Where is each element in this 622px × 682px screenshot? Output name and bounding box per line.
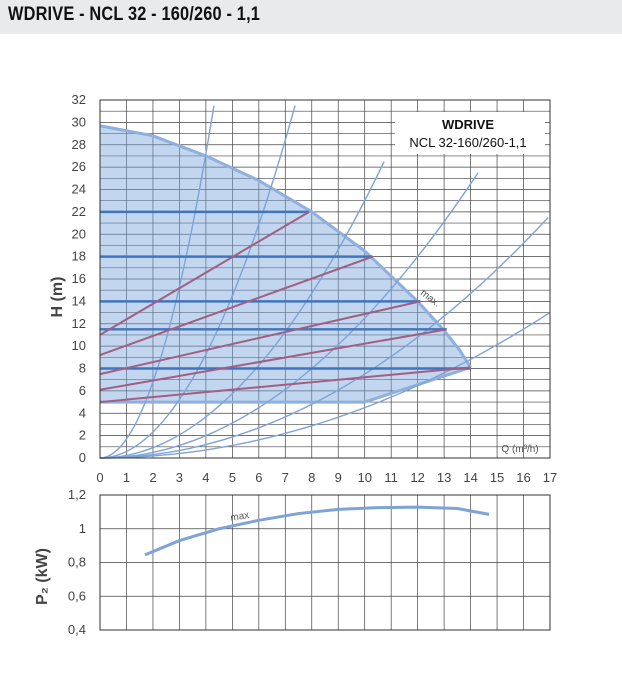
power-chart: max 0,4 0,6 0,8 1 1,2 P₂ (kW) — [34, 487, 551, 637]
x-tick-label: 1 — [123, 470, 130, 485]
y-tick-label: 24 — [72, 182, 86, 197]
x-tick-label: 9 — [335, 470, 342, 485]
y-tick-label: 26 — [72, 159, 86, 174]
power-y-axis-label: P₂ (kW) — [34, 548, 51, 605]
y-tick-label: 2 — [79, 428, 86, 443]
y-tick-label: 30 — [72, 114, 86, 129]
max-performance-curve — [99, 124, 472, 369]
header-bar: WDRIVE - NCL 32 - 160/260 - 1,1 — [0, 0, 622, 34]
head-chart: 0 1 2 3 4 5 6 7 8 9 10 11 12 13 14 15 16 1702468101214161… — [49, 92, 557, 485]
proportional-pressure-line — [99, 328, 447, 391]
model-label-background — [395, 112, 545, 154]
model-label-line-2: NCL 32-160/260-1,1 — [409, 135, 526, 150]
x-tick-label: 6 — [255, 470, 262, 485]
proportional-pressure-line — [99, 255, 373, 357]
y-tick-label: 0,6 — [68, 588, 86, 603]
x-tick-label: 5 — [229, 470, 236, 485]
x-tick-label: 14 — [463, 470, 477, 485]
y-tick-label: 8 — [79, 361, 86, 376]
system-curve — [99, 105, 215, 459]
x-tick-label: 16 — [516, 470, 530, 485]
plot-frame — [99, 99, 551, 459]
min-performance-boundary — [100, 365, 472, 404]
page-title: WDRIVE - NCL 32 - 160/260 - 1,1 — [8, 4, 261, 25]
x-tick-label: 17 — [543, 470, 557, 485]
y-tick-label: 0,4 — [68, 622, 86, 637]
x-tick-label: 10 — [357, 470, 371, 485]
proportional-pressure-line — [99, 211, 310, 336]
x-tick-label: 7 — [282, 470, 289, 485]
model-label-line-1: WDRIVE — [442, 117, 494, 132]
x-tick-label: 4 — [202, 470, 209, 485]
system-curve — [99, 161, 385, 459]
x-tick-label: 15 — [490, 470, 504, 485]
x-tick-label: 12 — [410, 470, 424, 485]
proportional-pressure-line — [99, 300, 421, 376]
y-tick-label: 12 — [72, 316, 86, 331]
y-tick-label: 1 — [79, 521, 86, 536]
y-tick-label: 16 — [72, 271, 86, 286]
y-tick-label: 0 — [79, 450, 86, 465]
system-curve — [99, 216, 549, 459]
y-tick-label: 10 — [72, 338, 86, 353]
x-tick-label: 2 — [149, 470, 156, 485]
power-curve — [144, 505, 490, 557]
y-tick-label: 20 — [72, 226, 86, 241]
proportional-pressure-line — [99, 366, 471, 404]
y-tick-label: 4 — [79, 405, 86, 420]
x-tick-label: 8 — [308, 470, 315, 485]
y-tick-label: 28 — [72, 137, 86, 152]
x-tick-label: 11 — [384, 470, 398, 485]
y-tick-label: 22 — [72, 204, 86, 219]
power-max-label: max — [230, 510, 251, 524]
y-tick-label: 32 — [72, 92, 86, 107]
y-tick-label: 6 — [79, 383, 86, 398]
y-axis-label: H (m) — [49, 277, 66, 318]
system-curve — [99, 311, 551, 459]
y-tick-label: 18 — [72, 249, 86, 264]
x-tick-label: 0 — [96, 470, 103, 485]
x-axis-label: Q (m³/h) — [501, 444, 538, 455]
x-tick-label: 3 — [176, 470, 183, 485]
y-tick-label: 1,2 — [68, 487, 86, 502]
system-curve — [99, 105, 296, 459]
operating-area — [100, 125, 471, 403]
y-tick-label: 14 — [72, 293, 86, 308]
y-tick-label: 0,8 — [68, 555, 86, 570]
system-curve — [99, 172, 479, 459]
x-tick-label: 13 — [437, 470, 451, 485]
plot-frame — [99, 494, 551, 631]
